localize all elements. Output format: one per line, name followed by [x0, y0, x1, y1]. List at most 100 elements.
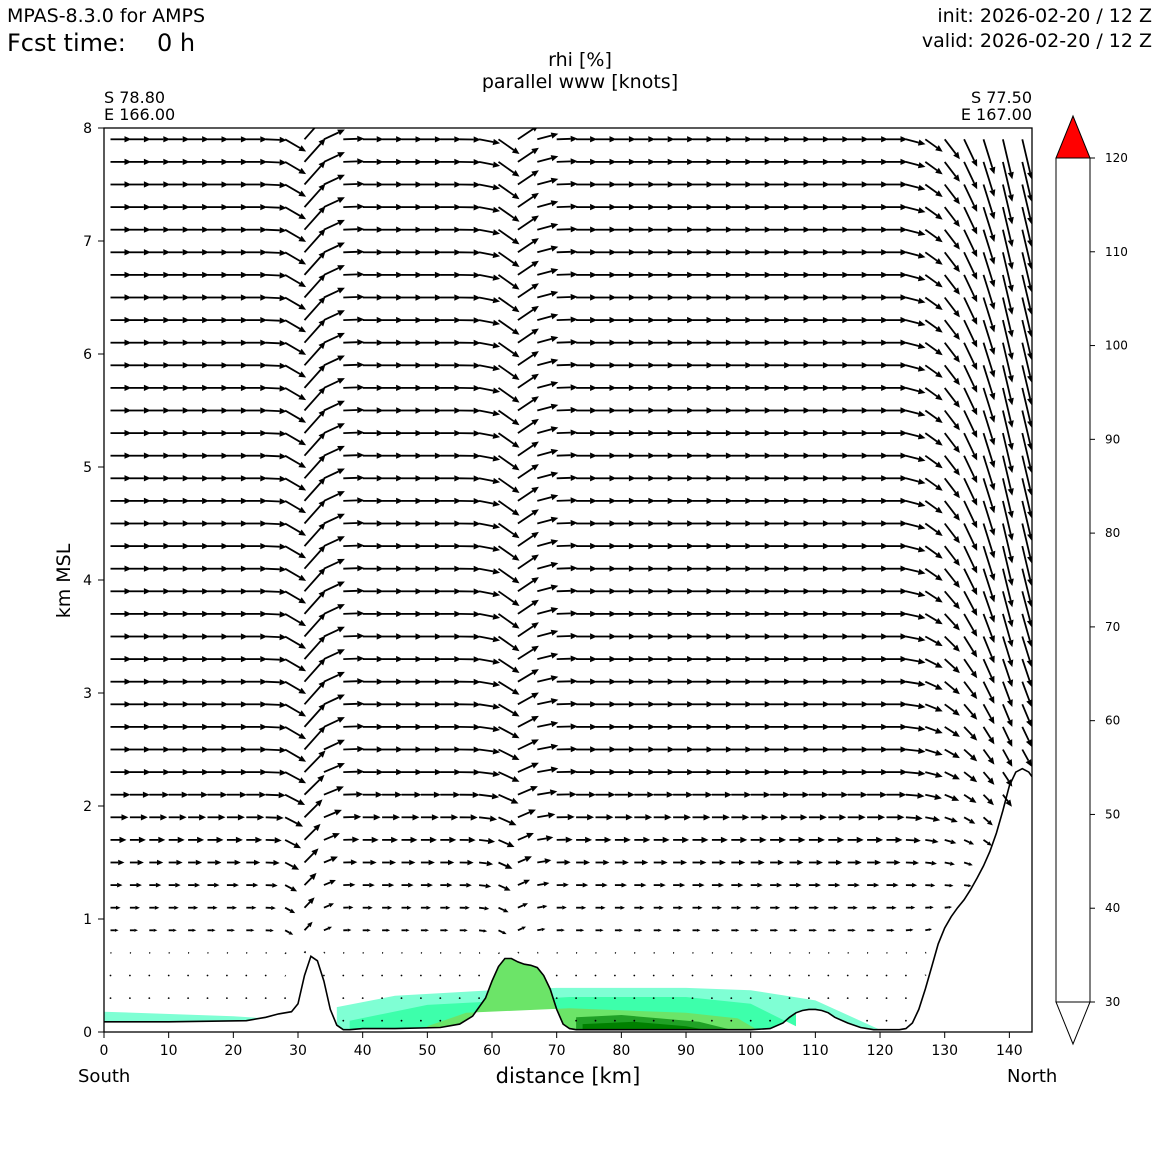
- x-tick-label-10: 10: [160, 1043, 178, 1059]
- wind-vector-1645: [905, 206, 926, 214]
- wind-vector-1683: [924, 206, 943, 220]
- wind-vector-832: [517, 669, 539, 683]
- wind-vector-747: [478, 929, 488, 933]
- wind-vector-683: [440, 610, 462, 618]
- wind-vector-634: [420, 814, 439, 821]
- wind-vector-360: [284, 793, 306, 805]
- wind-vector-674: [440, 814, 459, 821]
- wind-vector-1031: [614, 610, 636, 617]
- wind-vector-1387: [789, 678, 811, 685]
- wind-vector-151: [168, 226, 190, 233]
- wind-vector-509: [362, 928, 371, 932]
- wind-vector-903: [556, 791, 577, 798]
- wind-vector-1005: [595, 294, 617, 301]
- wind-vector-860: [537, 881, 550, 887]
- wind-vector-1760: [982, 748, 995, 765]
- wind-vector-303: [246, 317, 268, 324]
- wind-vector-12: [110, 723, 132, 730]
- wind-vector-441: [323, 649, 345, 660]
- wind-vector-583: [382, 158, 404, 165]
- wind-vector-450: [323, 445, 345, 457]
- wind-vector-1709: [943, 409, 960, 431]
- wind-vector-221: [207, 407, 229, 414]
- wind-vector-1699: [944, 635, 960, 652]
- wind-vector-210: [207, 656, 229, 663]
- wind-vector-1009: [595, 203, 617, 211]
- wind-vector-380: [284, 341, 307, 355]
- wind-vector-716: [459, 746, 481, 753]
- wind-vector-1816: [1002, 161, 1014, 202]
- wind-vector-1695: [944, 726, 960, 737]
- x-tick-label-60: 60: [483, 1043, 501, 1059]
- wind-vector-101: [149, 475, 171, 482]
- wind-vector-855: [517, 147, 539, 163]
- y-tick-label-6: 6: [83, 347, 92, 363]
- wind-vector-929: [556, 203, 578, 210]
- wind-vector-1691: [944, 816, 958, 823]
- wind-vector-684: [440, 588, 462, 595]
- wind-vector-262: [226, 362, 248, 369]
- wind-vector-1156: [673, 497, 695, 504]
- wind-vector-139: [168, 497, 190, 504]
- wind-vector-1776: [982, 387, 996, 423]
- wind-vector-1644: [905, 228, 926, 236]
- wind-vector-1636: [905, 409, 926, 417]
- wind-vector-1543: [867, 701, 889, 708]
- wind-vector-1418: [808, 859, 823, 866]
- wind-vector-982: [595, 814, 614, 821]
- wind-vector-121: [168, 905, 179, 910]
- wind-vector-730: [459, 430, 481, 437]
- wind-vector-410: [303, 477, 326, 502]
- wind-vector-899: [556, 882, 569, 888]
- wind-vector-1048: [614, 226, 636, 233]
- wind-vector-862: [537, 835, 554, 842]
- wind-vector-247: [226, 701, 248, 708]
- wind-vector-1521: [847, 294, 869, 301]
- wind-vector-1677: [924, 341, 943, 356]
- wind-vector-1601: [886, 294, 908, 301]
- wind-vector-1803: [1002, 455, 1014, 496]
- wind-vector-1089: [634, 203, 656, 211]
- wind-vector-506: [361, 997, 364, 999]
- wind-vector-1744: [963, 387, 978, 416]
- wind-vector-329: [265, 611, 287, 618]
- wind-vector-204: [207, 791, 228, 798]
- wind-vector-1612: [905, 951, 908, 954]
- wind-vector-1576: [886, 859, 901, 866]
- wind-vector-1246: [711, 271, 733, 278]
- wind-vector-1378: [789, 882, 802, 888]
- wind-vector-1453: [828, 952, 830, 954]
- wind-vector-1316: [750, 497, 772, 504]
- wind-vector-98: [149, 542, 171, 550]
- wind-vector-35: [110, 203, 132, 211]
- wind-vector-1568: [867, 136, 889, 143]
- wind-vector-1017: [614, 928, 623, 932]
- wind-vector-1617: [905, 837, 921, 844]
- wind-vector-788: [498, 839, 515, 848]
- wind-vector-242: [226, 814, 245, 821]
- wind-vector-825: [517, 832, 534, 841]
- wind-vector-143: [168, 407, 190, 414]
- wind-vector-820: [517, 951, 520, 954]
- wind-vector-1779: [982, 319, 996, 355]
- wind-vector-77: [129, 136, 151, 143]
- wind-vector-1661: [924, 703, 943, 712]
- wind-vector-539: [362, 249, 384, 256]
- wind-vector-131: [168, 678, 190, 685]
- wind-vector-1580: [886, 769, 908, 776]
- wind-vector-106: [149, 362, 171, 369]
- wind-vector-425: [303, 138, 326, 163]
- wind-vector-737: [459, 272, 481, 279]
- wind-vector-291: [246, 588, 268, 595]
- wind-vector-129: [168, 723, 190, 730]
- wind-vector-1060: [634, 859, 649, 866]
- wind-vector-523: [362, 610, 384, 617]
- wind-vector-1243: [711, 339, 733, 346]
- wind-vector-1201: [692, 384, 714, 391]
- wind-vector-628: [420, 952, 423, 954]
- wind-vector-1365: [770, 294, 792, 301]
- wind-vector-1121: [653, 384, 675, 391]
- wind-vector-92: [149, 678, 171, 685]
- wind-vector-1389: [789, 633, 811, 640]
